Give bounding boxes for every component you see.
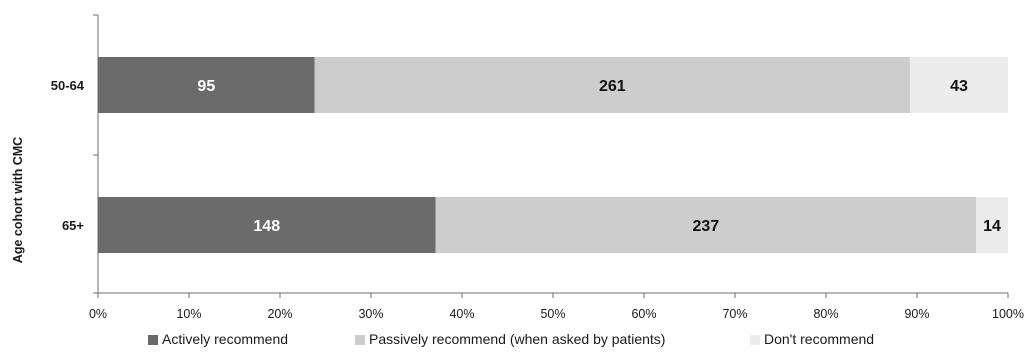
- data-label: 95: [197, 78, 215, 95]
- x-tick-label: 50%: [540, 307, 565, 321]
- legend: Actively recommend Passively recommend (w…: [148, 331, 874, 347]
- bar-segment: [314, 57, 910, 113]
- data-label: 43: [950, 78, 968, 95]
- legend-swatch: [355, 335, 365, 345]
- bar-segment: [909, 57, 1008, 113]
- legend-item: Passively recommend (when asked by patie…: [355, 331, 665, 347]
- category-label: 65+: [62, 218, 84, 233]
- legend-swatch: [148, 335, 158, 345]
- data-label: 261: [599, 78, 626, 95]
- data-label: 14: [983, 218, 1001, 235]
- legend-label: Passively recommend (when asked by patie…: [369, 331, 665, 347]
- legend-label: Don't recommend: [764, 331, 874, 347]
- x-tick-label: 30%: [358, 307, 383, 321]
- data-label: 148: [253, 218, 280, 235]
- bar-segment: [435, 197, 977, 253]
- x-tick-label: 0%: [89, 307, 107, 321]
- y-axis-title: Age cohort with CMC: [11, 137, 25, 263]
- plot-area: 95 261 43 148 237 14: [98, 57, 1008, 253]
- x-tick-label: 70%: [722, 307, 747, 321]
- bar-segment: [976, 197, 1008, 253]
- legend-label: Actively recommend: [162, 331, 288, 347]
- x-tick-label: 90%: [904, 307, 929, 321]
- bar-segment: [98, 197, 436, 253]
- x-tick-label: 80%: [813, 307, 838, 321]
- legend-item: Actively recommend: [148, 331, 288, 347]
- x-tick-label: 60%: [631, 307, 656, 321]
- x-tick-label: 20%: [267, 307, 292, 321]
- legend-item: Don't recommend: [750, 331, 874, 347]
- x-tick-label: 100%: [992, 307, 1024, 321]
- axes: 50-64 65+ 0% 10% 20% 30% 40% 50% 60% 70% 80% 90% 100…: [51, 14, 1024, 321]
- x-tick-label: 10%: [176, 307, 201, 321]
- data-label: 237: [692, 218, 719, 235]
- x-tick-label: 40%: [449, 307, 474, 321]
- bar-segment: [98, 57, 315, 113]
- legend-swatch: [750, 335, 760, 345]
- category-label: 50-64: [51, 78, 85, 93]
